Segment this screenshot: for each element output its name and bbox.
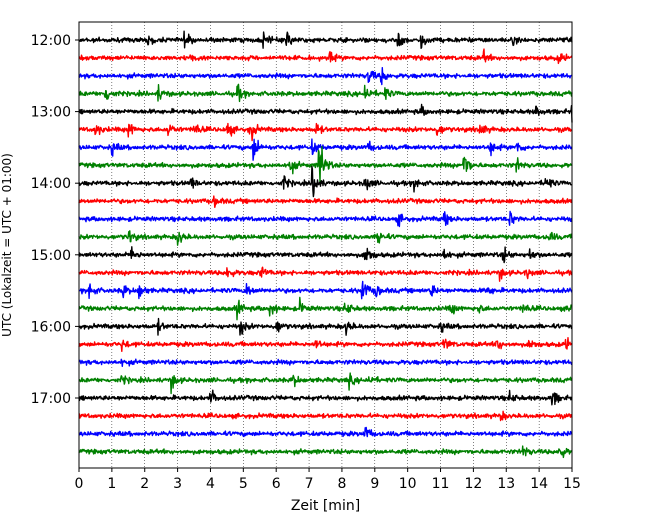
x-tick-label: 4 [206, 476, 215, 492]
grid-lines [111, 22, 540, 468]
trace-row-1615 [78, 337, 573, 352]
trace-row-1300 [78, 103, 573, 123]
y-tick-label: 14:00 [31, 176, 71, 192]
y-tick-label: 13:00 [31, 105, 71, 121]
x-tick-label: 7 [305, 476, 314, 492]
trace-row-1345 [78, 146, 573, 183]
x-tick-label: 0 [75, 476, 84, 492]
x-tick-label: 15 [563, 476, 581, 492]
x-tick-label: 5 [239, 476, 248, 492]
y-axis-ticks: 12:00 13:00 14:00 15:00 16:00 17:00 [31, 33, 79, 407]
x-tick-label: 14 [530, 476, 548, 492]
trace-row-1700 [78, 389, 573, 406]
trace-row-1215 [78, 48, 573, 65]
trace-row-1515 [78, 266, 573, 282]
x-tick-label: 1 [107, 476, 116, 492]
x-axis-label: Zeit [min] [291, 498, 360, 514]
x-tick-label: 10 [399, 476, 417, 492]
trace-row-1500 [78, 246, 573, 264]
x-tick-label: 8 [337, 476, 346, 492]
y-tick-label: 16:00 [31, 319, 71, 335]
trace-rows [78, 30, 573, 459]
trace-row-1545 [78, 296, 573, 321]
y-axis-label: UTC (Lokalzeit = UTC + 01:00) [0, 153, 14, 337]
trace-row-1530 [78, 280, 573, 300]
trace-row-1645 [78, 372, 573, 395]
trace-row-1730 [78, 426, 573, 438]
trace-row-1400 [78, 165, 573, 198]
trace-row-1230 [78, 67, 573, 86]
x-tick-label: 12 [464, 476, 482, 492]
trace-row-1430 [78, 210, 573, 228]
trace-row-1445 [78, 230, 573, 246]
y-tick-label: 15:00 [31, 248, 71, 264]
x-axis-ticks: 0 1 2 3 4 5 6 7 8 9 10 11 12 13 14 15 [75, 468, 581, 492]
x-tick-label: 2 [140, 476, 149, 492]
x-tick-label: 13 [497, 476, 515, 492]
trace-row-1415 [78, 195, 573, 208]
x-tick-label: 3 [173, 476, 182, 492]
y-tick-label: 17:00 [31, 391, 71, 407]
y-tick-label: 12:00 [31, 33, 71, 49]
trace-row-1600 [78, 317, 573, 336]
x-tick-label: 11 [432, 476, 450, 492]
trace-row-1630 [78, 358, 573, 367]
trace-row-1200 [78, 30, 573, 49]
trace-row-1245 [78, 83, 573, 103]
x-tick-label: 6 [272, 476, 281, 492]
trace-row-1330 [78, 138, 573, 161]
trace-row-1315 [78, 122, 573, 142]
plot-frame [78, 21, 573, 469]
x-tick-label: 9 [370, 476, 379, 492]
trace-row-1745 [78, 445, 573, 459]
trace-row-1715 [78, 410, 573, 422]
